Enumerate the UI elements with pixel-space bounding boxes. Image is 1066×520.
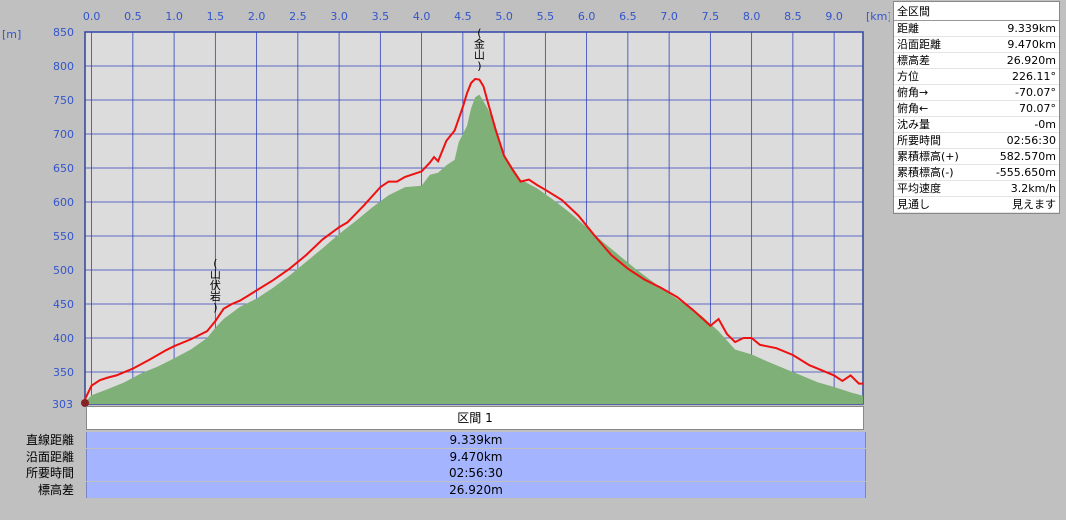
- x-tick-label: 7.0: [660, 10, 678, 23]
- elevation-profile-chart[interactable]: [km] [m] 0.0 0.5 1.0 1.5 2.0 2.5 3.0 3.5 4.0 4.5 5…: [0, 0, 890, 410]
- section-row: 沿面距離 9.470km: [0, 448, 866, 465]
- stats-row-label: 俯角→: [897, 86, 929, 99]
- stats-row: 累積標高(+) 582.570m: [894, 149, 1059, 165]
- stats-row-label: 累積標高(-): [897, 166, 954, 179]
- stats-row: 見通し 見えます: [894, 197, 1059, 213]
- y-tick-label: 350: [53, 366, 74, 379]
- stats-row-value: -0m: [1034, 118, 1056, 131]
- y-tick-label: 400: [53, 332, 74, 345]
- section-row-label: 標高差: [37, 482, 74, 497]
- x-tick-label: 8.0: [743, 10, 761, 23]
- stats-row: 平均速度 3.2km/h: [894, 181, 1059, 197]
- y-unit-label: [m]: [2, 28, 21, 41]
- stats-row-value: 見えます: [1012, 198, 1056, 211]
- stats-row-label: 見通し: [897, 198, 930, 211]
- section-header[interactable]: 区間 1: [86, 406, 864, 430]
- stats-row-label: 平均速度: [897, 182, 941, 195]
- x-tick-label: 8.5: [784, 10, 802, 23]
- stats-row-value: 70.07°: [1019, 102, 1056, 115]
- y-tick-label: 450: [53, 298, 74, 311]
- y-tick-label: 850: [53, 26, 74, 39]
- x-tick-label: 6.0: [578, 10, 596, 23]
- stats-row: 標高差 26.920m: [894, 53, 1059, 69]
- route-line: [84, 77, 863, 400]
- series-layer: [84, 77, 863, 404]
- y-tick-label: 700: [53, 128, 74, 141]
- stats-row: 沿面距離 9.470km: [894, 37, 1059, 53]
- x-tick-label: 9.0: [825, 10, 843, 23]
- x-tick-label: 4.5: [454, 10, 472, 23]
- x-tick-label: 0.5: [124, 10, 142, 23]
- y-tick-label: 650: [53, 162, 74, 175]
- stats-row: 俯角← 70.07°: [894, 101, 1059, 117]
- section-row-value[interactable]: 9.470km: [86, 448, 866, 465]
- x-tick-label: 1.5: [207, 10, 225, 23]
- x-tick-label: 2.0: [248, 10, 266, 23]
- peak-annotation: (金山): [474, 27, 485, 73]
- stats-row-label: 沿面距離: [897, 38, 941, 51]
- section-row-value[interactable]: 02:56:30: [86, 465, 866, 481]
- x-axis-ticks: 0.0 0.5 1.0 1.5 2.0 2.5 3.0 3.5 4.0 4.5 5.0 5.5 6.0 6…: [83, 10, 843, 23]
- section-row: 標高差 26.920m: [0, 481, 866, 498]
- stats-row: 沈み量 -0m: [894, 117, 1059, 133]
- peak-annotation: (山伏岩): [210, 257, 221, 314]
- section-row-label: 所要時間: [25, 466, 74, 480]
- section-row-value[interactable]: 26.920m: [86, 481, 866, 498]
- section-row-label: 直線距離: [25, 433, 74, 447]
- y-tick-label: 600: [53, 196, 74, 209]
- terrain-area: [85, 94, 863, 404]
- stats-row: 距離 9.339km: [894, 21, 1059, 37]
- x-tick-label: 4.0: [413, 10, 431, 23]
- x-tick-label: 1.0: [165, 10, 183, 23]
- stats-row-value: 02:56:30: [1006, 134, 1056, 147]
- x-tick-label: 6.5: [619, 10, 637, 23]
- y-tick-label: 500: [53, 264, 74, 277]
- stats-row-value: 3.2km/h: [1010, 182, 1056, 195]
- section-row: 直線距離 9.339km: [0, 432, 866, 448]
- stats-row-label: 方位: [897, 70, 919, 83]
- section-row-value[interactable]: 9.339km: [86, 432, 866, 448]
- stats-row-label: 累積標高(+): [897, 150, 959, 163]
- stats-row-value: 226.11°: [1012, 70, 1056, 83]
- x-tick-label: 3.5: [372, 10, 390, 23]
- stats-row-label: 距離: [897, 22, 919, 35]
- x-tick-label: 7.5: [702, 10, 720, 23]
- stats-row: 所要時間 02:56:30: [894, 133, 1059, 149]
- stats-row-label: 所要時間: [897, 134, 941, 147]
- y-tick-label: 750: [53, 94, 74, 107]
- start-marker-icon: [81, 399, 89, 407]
- stats-row: 俯角→ -70.07°: [894, 85, 1059, 101]
- stats-row-value: 9.339km: [1007, 22, 1056, 35]
- x-tick-label: 3.0: [330, 10, 348, 23]
- stats-row: 方位 226.11°: [894, 69, 1059, 85]
- stats-title: 全区間: [894, 2, 1059, 21]
- x-tick-label: 5.5: [537, 10, 555, 23]
- stats-row-value: -70.07°: [1015, 86, 1056, 99]
- stats-row-value: 582.570m: [999, 150, 1056, 163]
- stats-row-value: 9.470km: [1007, 38, 1056, 51]
- x-tick-label: 2.5: [289, 10, 307, 23]
- stats-row-label: 標高差: [897, 54, 930, 67]
- stats-row-label: 俯角←: [897, 102, 929, 115]
- x-unit-label: [km]: [866, 10, 890, 23]
- stats-row-value: -555.650m: [995, 166, 1056, 179]
- x-tick-label: 5.0: [495, 10, 513, 23]
- stats-panel: 全区間 距離 9.339km 沿面距離 9.470km 標高差 26.920m 方位 226.…: [893, 1, 1060, 214]
- stats-row-label: 沈み量: [897, 118, 930, 131]
- stats-row-value: 26.920m: [1006, 54, 1056, 67]
- stats-row: 累積標高(-) -555.650m: [894, 165, 1059, 181]
- annotations: (金山) (山伏岩): [210, 27, 485, 314]
- section-row-label: 沿面距離: [25, 449, 74, 464]
- y-tick-label: 800: [53, 60, 74, 73]
- section-row: 所要時間 02:56:30: [0, 465, 866, 481]
- x-tick-label: 0.0: [83, 10, 101, 23]
- y-tick-label: 550: [53, 230, 74, 243]
- y-axis-ticks: 350 400 450 500 550 600 650 700 750 800 850: [53, 26, 74, 379]
- y-min-label: 303: [52, 398, 73, 410]
